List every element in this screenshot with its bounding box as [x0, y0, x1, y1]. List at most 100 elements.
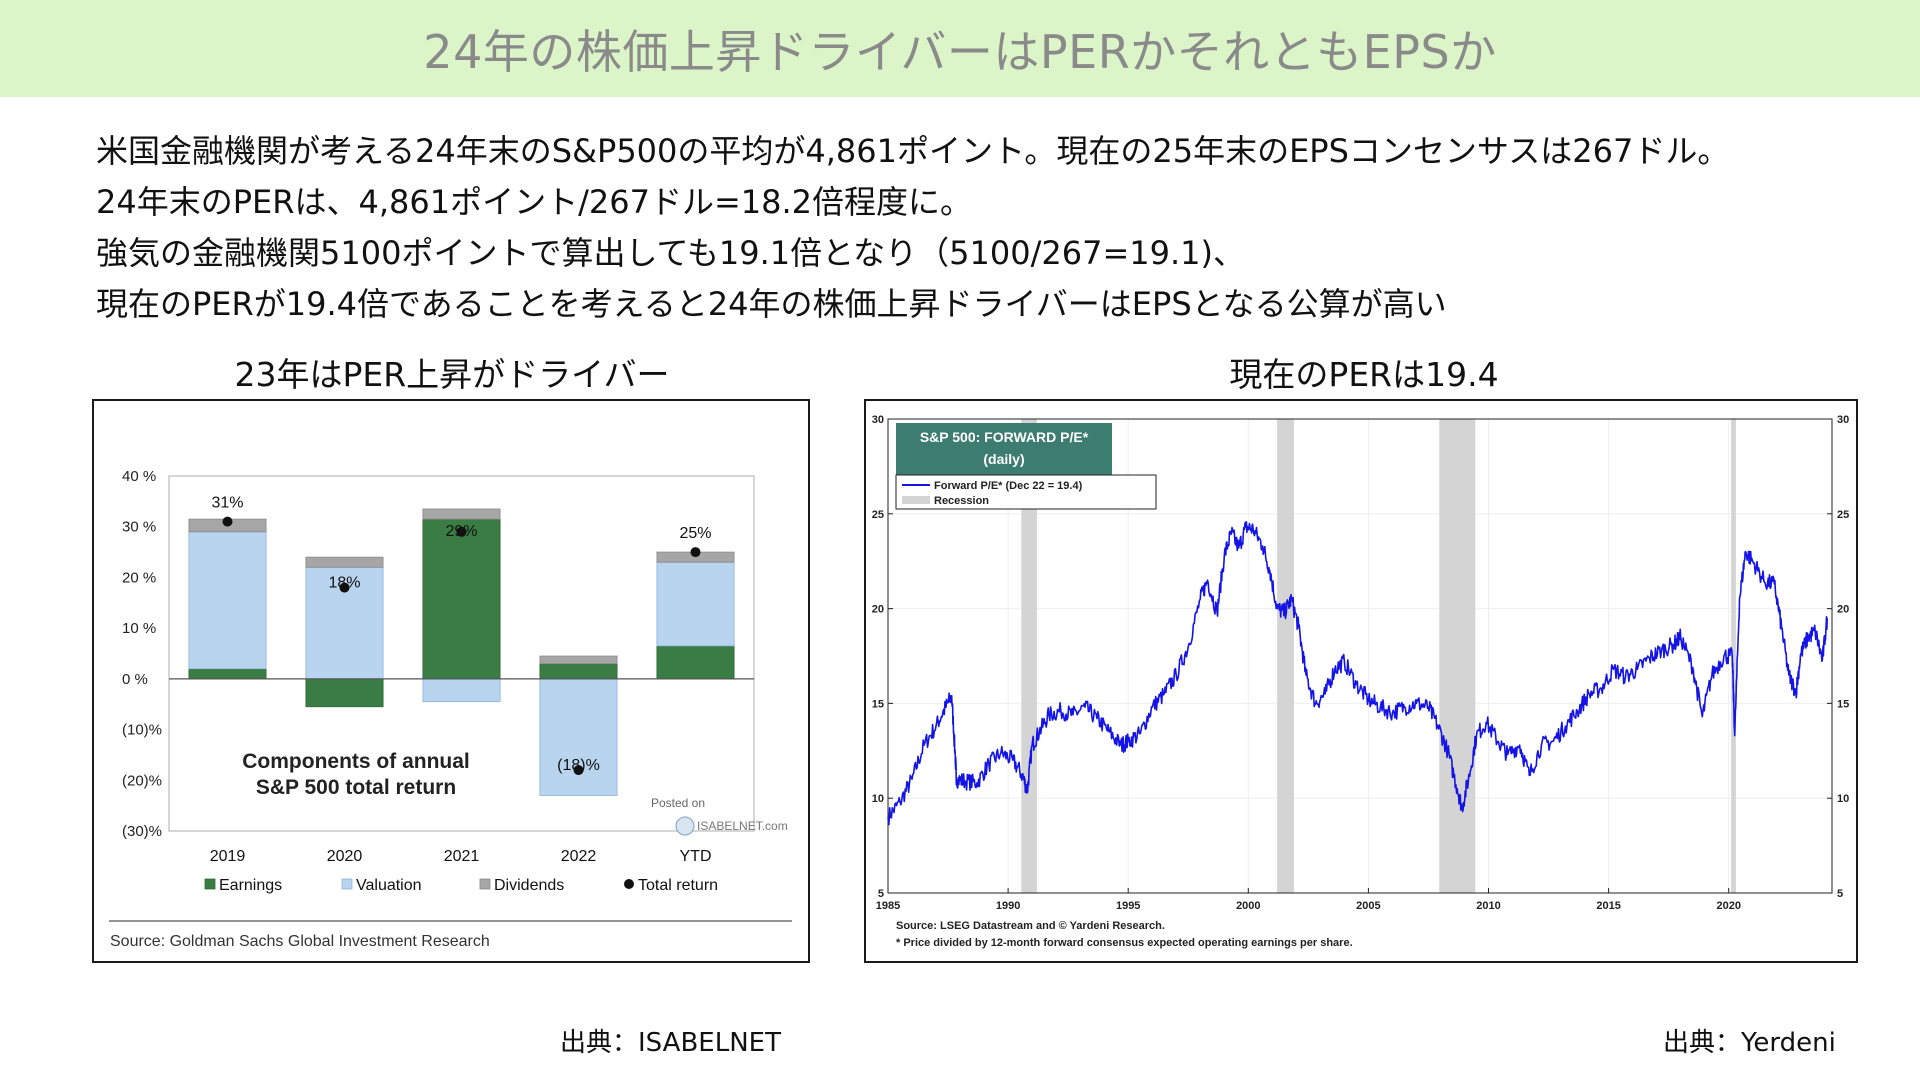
- intro-text: 米国金融機関が考える24年末のS&P500の平均が4,861ポイント。現在の25…: [96, 126, 1896, 330]
- bar-segment-valuation: [188, 531, 267, 670]
- y-tick-label: (30)%: [122, 823, 162, 840]
- x-tick-label: 2005: [1356, 900, 1380, 912]
- recession-band: [1021, 419, 1037, 893]
- y-tick-label: (20)%: [122, 772, 162, 789]
- source-text: Source: Goldman Sachs Global Investment …: [110, 933, 490, 950]
- legend-swatch-earnings: [204, 878, 216, 890]
- isabelnet-watermark: ISABELNET.com: [697, 819, 788, 833]
- y-tick-label: 0 %: [122, 671, 148, 688]
- y-tick-label-left: 10: [872, 793, 884, 805]
- intro-line-3: 強気の金融機関5100ポイントで算出しても19.1倍となり（5100/267=1…: [96, 234, 1246, 272]
- plot-frame: [168, 475, 755, 832]
- x-category-label: YTD: [680, 848, 712, 865]
- total-return-dot: [339, 582, 350, 593]
- legend-label: Total return: [638, 877, 718, 894]
- recession-band: [1731, 419, 1736, 893]
- y-tick-label-left: 5: [878, 888, 884, 900]
- bar-segment-dividends: [305, 556, 384, 568]
- recession-band: [1277, 419, 1294, 893]
- posted-on-text: Posted on: [651, 796, 705, 810]
- x-category-label: 2020: [327, 848, 363, 865]
- x-tick-label: 1985: [876, 900, 900, 912]
- recession-band: [1439, 419, 1476, 893]
- total-return-dot: [456, 526, 467, 537]
- total-return-dot: [222, 516, 233, 527]
- page-title: 24年の株価上昇ドライバーはPERかそれともEPSか: [423, 24, 1497, 79]
- x-tick-label: 1990: [996, 900, 1020, 912]
- chart-title: S&P 500: FORWARD P/E*: [920, 429, 1089, 445]
- bar-segment-earnings: [656, 645, 735, 680]
- y-tick-label-left: 30: [872, 414, 884, 426]
- y-tick-label: 40 %: [122, 468, 156, 485]
- bar-segment-valuation: [656, 561, 735, 647]
- x-category-label: 2022: [561, 848, 597, 865]
- y-tick-label-right: 30: [1837, 414, 1849, 426]
- intro-line-4: 現在のPERが19.4倍であることを考えると24年の株価上昇ドライバーはEPSと…: [96, 285, 1447, 323]
- total-return-label: 29%: [445, 523, 477, 540]
- total-return-label: 31%: [211, 495, 243, 512]
- y-tick-label: (10)%: [122, 722, 162, 739]
- legend-label: Earnings: [219, 877, 282, 894]
- bar-segment-dividends: [422, 508, 501, 520]
- right-source-credit: 出典：Yerdeni: [1663, 1028, 1836, 1058]
- y-tick-label-right: 10: [1837, 793, 1849, 805]
- y-tick-label-right: 25: [1837, 509, 1849, 521]
- x-tick-label: 2010: [1476, 900, 1500, 912]
- bar-segment-earnings: [539, 663, 618, 680]
- forward-pe-chart-panel: 5 5 10 10 15 15 20 20 25 25 30 30 1985 1990 1995 2000 20…: [864, 399, 1858, 963]
- y-tick-label: 20 %: [122, 569, 156, 586]
- bar-segment-valuation: [539, 678, 618, 796]
- legend-label: Dividends: [494, 877, 564, 894]
- plot-frame: [887, 418, 1833, 894]
- source-line-2: * Price divided by 12-month forward cons…: [896, 937, 1353, 949]
- x-category-label: 2019: [210, 848, 246, 865]
- chart-title-line-1: Components of annual: [242, 750, 470, 773]
- y-tick-label: 10 %: [122, 620, 156, 637]
- bar-segment-earnings: [305, 678, 384, 708]
- y-tick-label-left: 25: [872, 509, 884, 521]
- isabelnet-logo-icon: [675, 816, 695, 836]
- left-chart-heading: 23年はPER上昇がドライバー: [234, 355, 670, 394]
- legend-swatch-dividends: [479, 878, 491, 890]
- title-bar: 24年の株価上昇ドライバーはPERかそれともEPSか: [0, 0, 1920, 97]
- x-tick-label: 1995: [1116, 900, 1140, 912]
- source-line-1: Source: LSEG Datastream and © Yardeni Re…: [896, 920, 1165, 932]
- legend-recession-swatch: [902, 496, 930, 504]
- intro-line-2: 24年末のPERは、4,861ポイント/267ドル=18.2倍程度に。: [96, 183, 973, 221]
- y-tick-label-left: 20: [872, 604, 884, 616]
- y-tick-label-right: 5: [1837, 888, 1843, 900]
- return-components-chart: 40 % 30 % 20 % 10 % 0 % (10)% (20)% (30)% 31% 201…: [109, 468, 792, 950]
- y-tick-label-right: 20: [1837, 604, 1849, 616]
- total-return-label: (18)%: [557, 757, 600, 774]
- forward-pe-line: [887, 521, 1828, 826]
- x-tick-label: 2000: [1236, 900, 1260, 912]
- chart-subtitle: (daily): [983, 451, 1024, 467]
- chart-title-box: [896, 423, 1112, 475]
- y-tick-label-right: 15: [1837, 698, 1849, 710]
- bar-segment-earnings: [188, 668, 267, 680]
- legend-label-recession: Recession: [934, 495, 989, 507]
- return-components-chart-panel: 40 % 30 % 20 % 10 % 0 % (10)% (20)% (30)% 31% 201…: [92, 399, 810, 963]
- chart-title-line-2: S&P 500 total return: [256, 776, 456, 799]
- left-source-credit: 出典：ISABELNET: [560, 1028, 781, 1058]
- total-return-label: 18%: [328, 575, 360, 592]
- legend-swatch-valuation: [341, 878, 353, 890]
- bar-segment-earnings: [422, 518, 501, 680]
- bar-segment-valuation: [422, 678, 501, 703]
- total-return-dot: [573, 765, 584, 776]
- legend-label-forward-pe: Forward P/E* (Dec 22 = 19.4): [934, 480, 1083, 492]
- y-tick-label-left: 15: [872, 698, 884, 710]
- x-tick-label: 2020: [1716, 900, 1740, 912]
- legend-label: Valuation: [356, 877, 422, 894]
- y-tick-label: 30 %: [122, 519, 156, 536]
- bar-segment-dividends: [539, 655, 618, 665]
- x-category-label: 2021: [444, 848, 480, 865]
- intro-line-1: 米国金融機関が考える24年末のS&P500の平均が4,861ポイント。現在の25…: [96, 132, 1730, 170]
- right-chart-heading: 現在のPERは19.4: [1229, 355, 1499, 394]
- legend-box: [895, 474, 1157, 510]
- total-return-dot: [690, 547, 701, 558]
- total-return-label: 25%: [679, 525, 711, 542]
- x-tick-label: 2015: [1596, 900, 1620, 912]
- legend-marker-total-return: [624, 879, 634, 889]
